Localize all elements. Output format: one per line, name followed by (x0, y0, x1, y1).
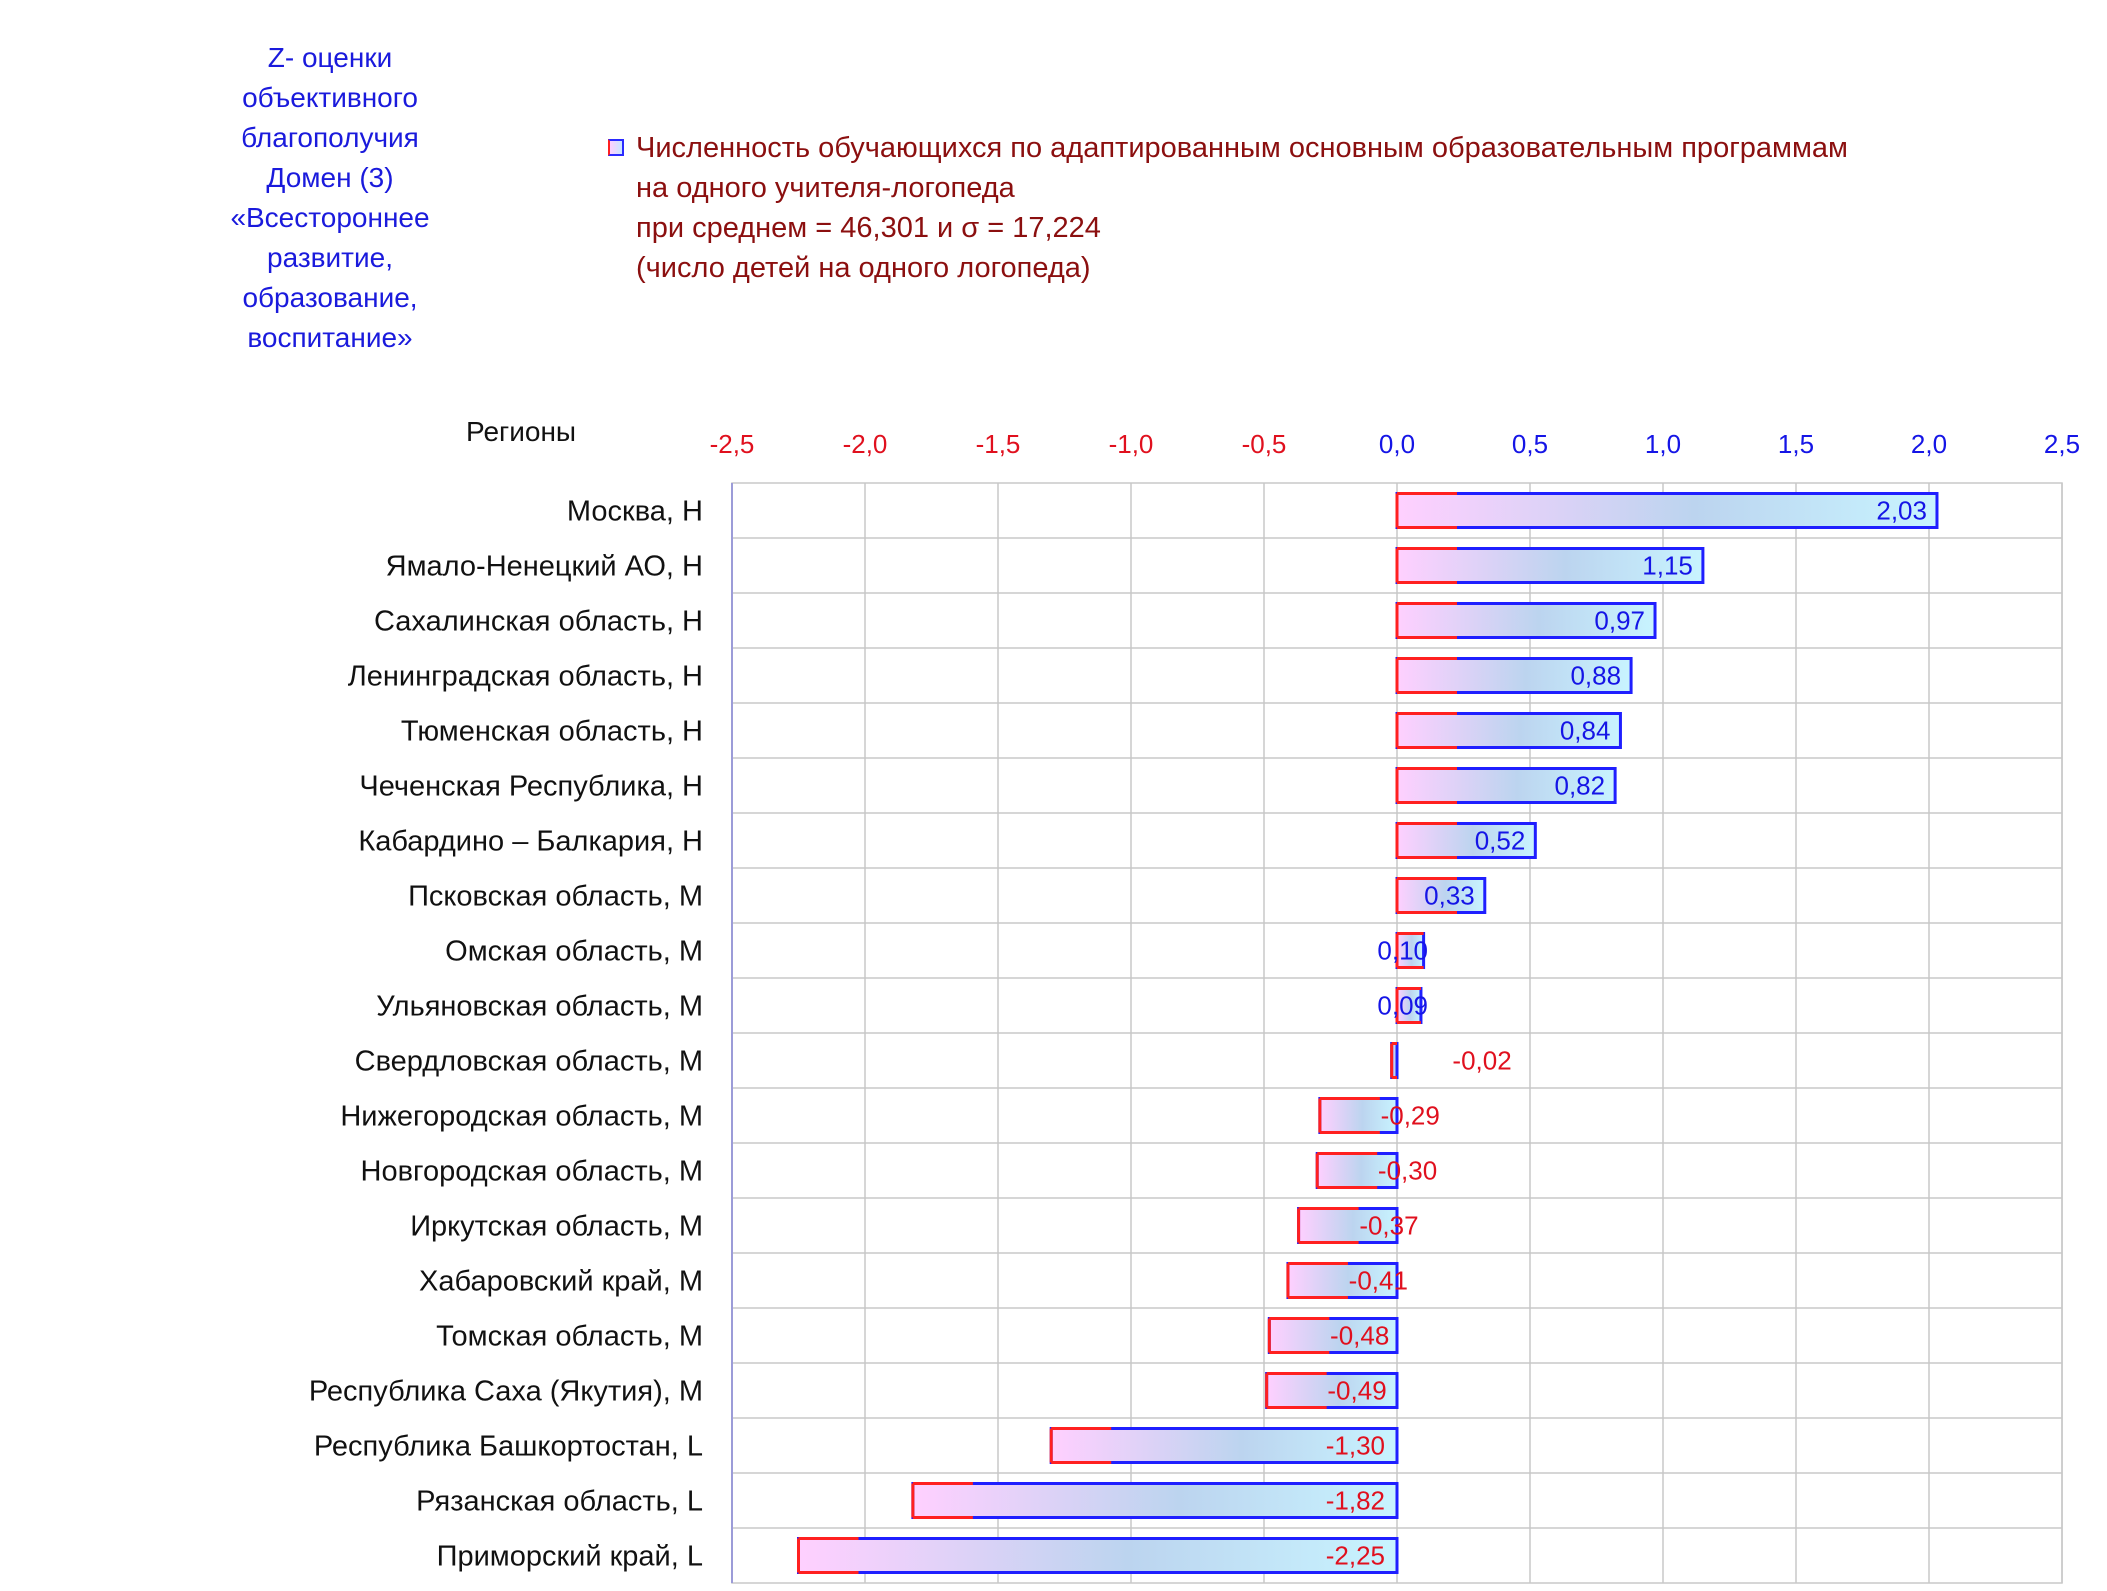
x-tick-label: -2,0 (843, 429, 888, 459)
category-label: Свердловская область, M (355, 1046, 703, 1078)
bar-value-label: 0,84 (1560, 716, 1611, 746)
legend-swatch (608, 139, 624, 156)
bar (1395, 712, 1622, 749)
bar-value-label: -1,82 (1326, 1486, 1385, 1516)
category-label: Ульяновская область, M (376, 991, 703, 1023)
chart-side-title: Z- оценки объективного благополучия Доме… (230, 42, 430, 353)
category-label: Псковская область, M (408, 881, 703, 913)
x-tick-label: 2,5 (2044, 429, 2080, 459)
category-label: Республика Башкортостан, L (314, 1431, 703, 1463)
legend-label: Численность обучающихся по адаптированны… (636, 132, 1848, 284)
bar-value-label: -0,48 (1330, 1321, 1389, 1351)
x-tick-label: 0,0 (1379, 429, 1415, 459)
category-label: Томская область, M (436, 1321, 703, 1353)
x-tick-label: -1,0 (1109, 429, 1154, 459)
x-tick-label: -1,5 (976, 429, 1021, 459)
category-label: Приморский край, L (437, 1541, 703, 1573)
x-tick-label: -0,5 (1242, 429, 1287, 459)
category-label: Ленинградская область, H (348, 661, 703, 693)
bar (911, 1482, 1399, 1519)
category-label: Тюменская область, H (401, 716, 703, 748)
category-label: Рязанская область, L (416, 1486, 703, 1518)
bar (797, 1537, 1399, 1574)
bar (1395, 492, 1939, 529)
category-label: Кабардино – Балкария, H (358, 826, 703, 858)
bar-value-label: -0,29 (1381, 1101, 1440, 1131)
bar-value-label: -0,37 (1359, 1211, 1418, 1241)
category-label: Ямало-Ненецкий АО, H (386, 551, 703, 583)
bar (1265, 1372, 1399, 1409)
category-label: Сахалинская область, H (374, 606, 703, 638)
x-tick-label: 2,0 (1911, 429, 1947, 459)
bar (1049, 1427, 1399, 1464)
category-label: Нижегородская область, M (340, 1101, 703, 1133)
bar (1395, 547, 1705, 584)
bar (1395, 767, 1617, 804)
bar (1395, 822, 1537, 859)
x-tick-label: 0,5 (1512, 429, 1548, 459)
category-label: Иркутская область, M (410, 1211, 703, 1243)
bar-value-label: -0,02 (1452, 1046, 1511, 1076)
category-label: Хабаровский край, M (419, 1266, 703, 1298)
bar (1395, 602, 1657, 639)
bar-value-label: 1,15 (1642, 551, 1693, 581)
bar-value-label: 0,33 (1424, 881, 1475, 911)
bar-value-label: 0,10 (1377, 936, 1428, 966)
x-tick-label: 1,5 (1778, 429, 1814, 459)
category-label: Новгородская область, M (361, 1156, 703, 1188)
bar-value-label: -2,25 (1326, 1541, 1385, 1571)
bar-value-label: -0,30 (1378, 1156, 1437, 1186)
bar-value-label: 0,97 (1594, 606, 1645, 636)
bar-value-label: -0,41 (1349, 1266, 1408, 1296)
x-tick-label: 1,0 (1645, 429, 1681, 459)
bar-value-label: -0,49 (1327, 1376, 1386, 1406)
regions-column-header: Регионы (466, 416, 577, 447)
bar (1267, 1317, 1399, 1354)
category-label: Омская область, M (445, 936, 703, 968)
bar-value-label: -1,30 (1326, 1431, 1385, 1461)
category-label: Москва, H (567, 496, 703, 528)
bar-value-label: 2,03 (1876, 496, 1927, 526)
bar-value-label: 0,52 (1475, 826, 1526, 856)
x-tick-label: -2,5 (710, 429, 755, 459)
category-label: Республика Саха (Якутия), M (309, 1376, 703, 1408)
bar (1318, 1097, 1399, 1134)
bar-value-label: 0,09 (1377, 991, 1428, 1021)
bar-value-label: 0,88 (1570, 661, 1621, 691)
bar-value-label: 0,82 (1555, 771, 1606, 801)
category-label: Чеченская Республика, H (359, 771, 703, 803)
